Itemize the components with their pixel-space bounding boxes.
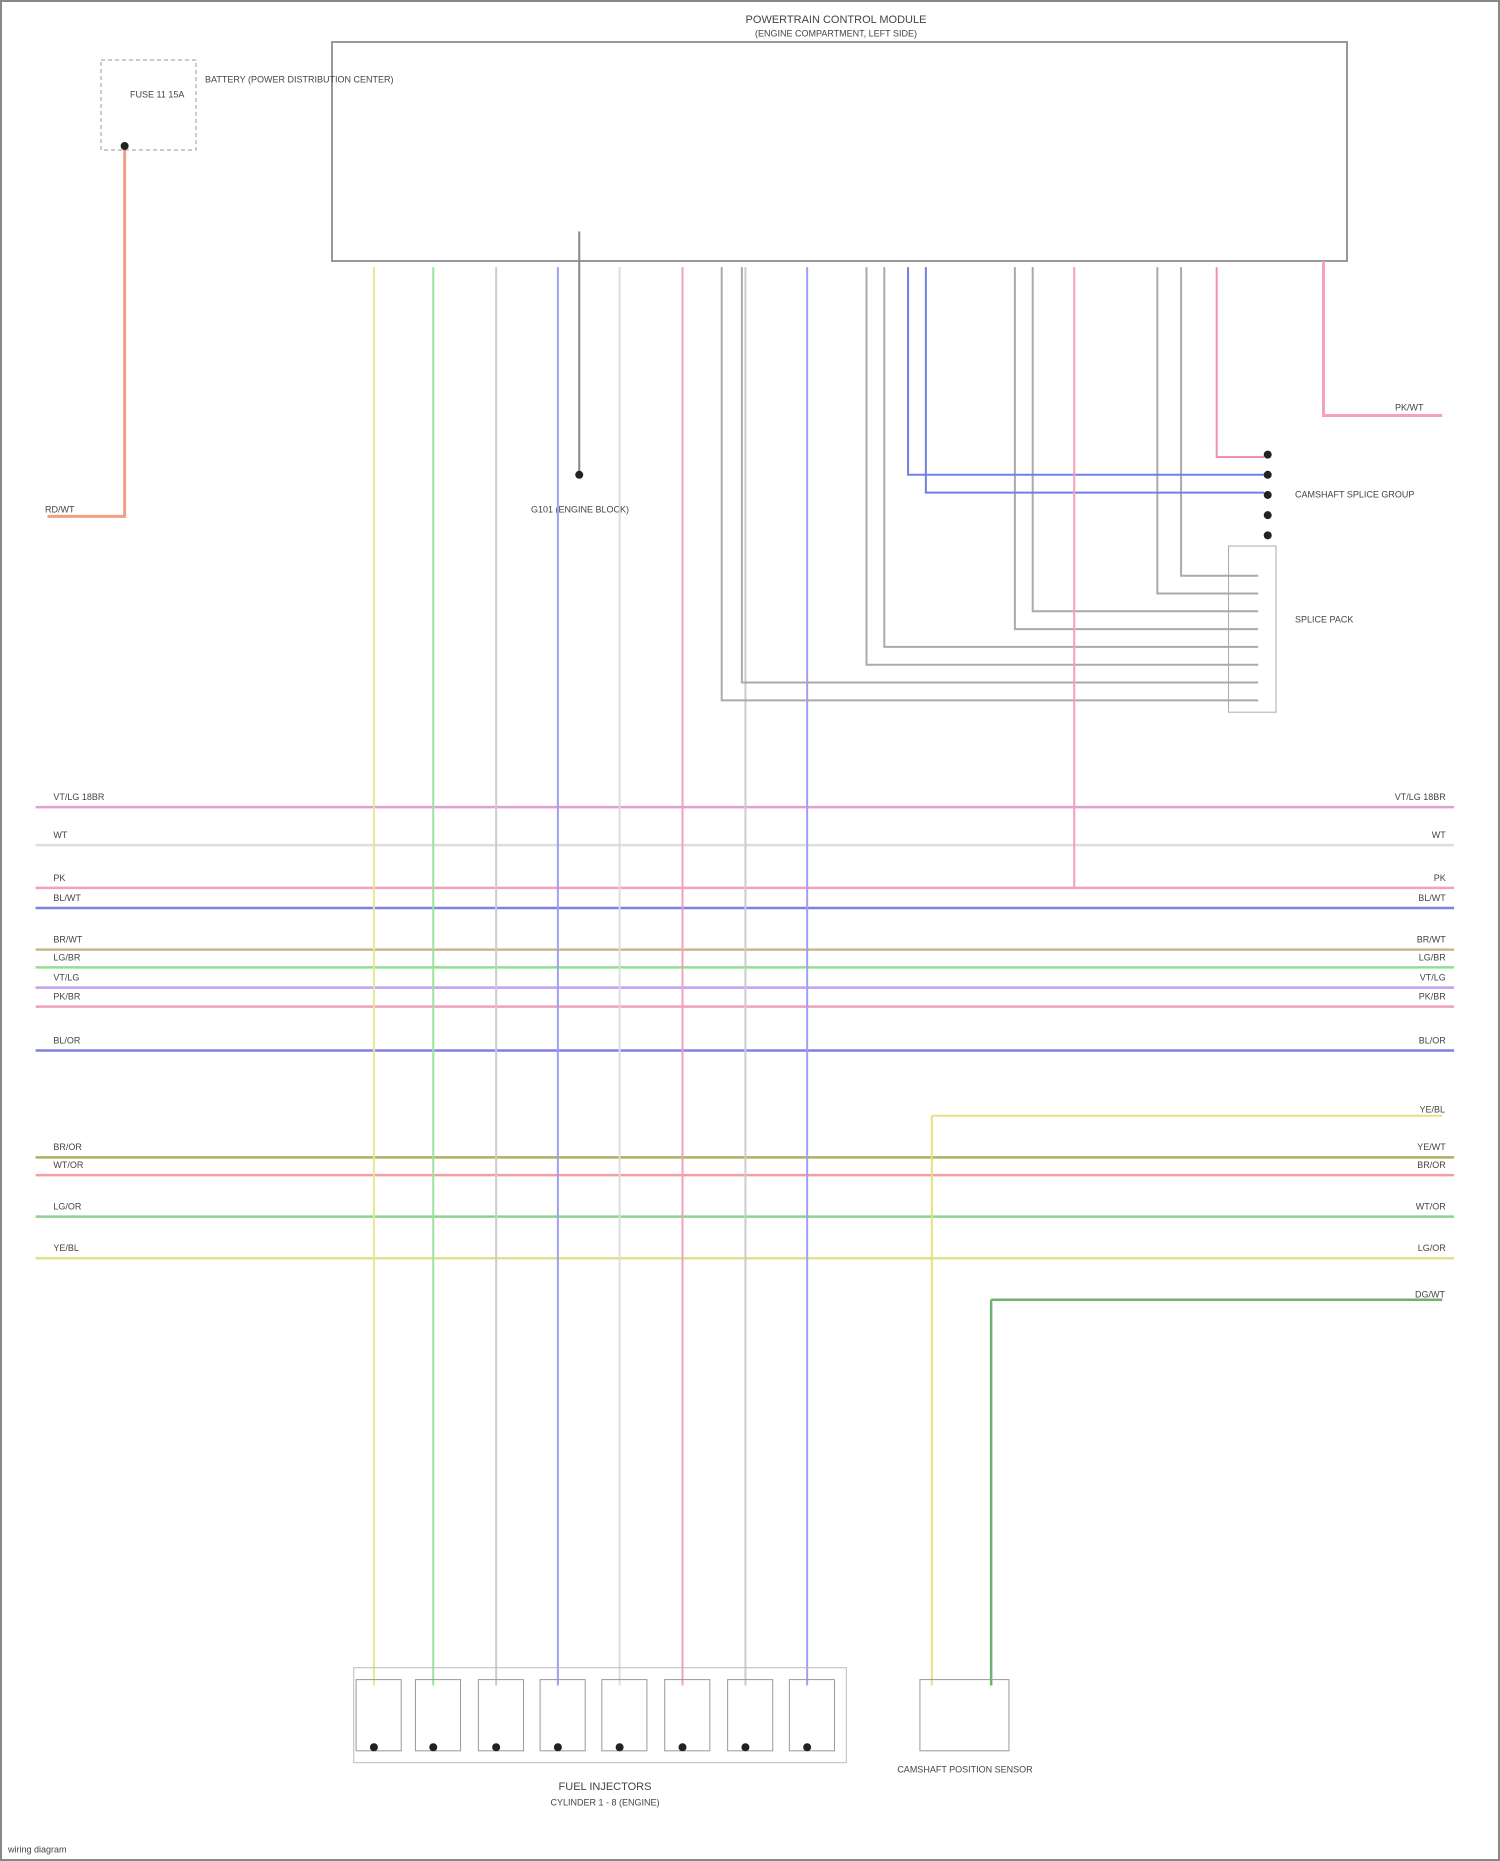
wire-label-left: BR/WT [53, 934, 82, 944]
wire-label-right: WT [1432, 830, 1446, 840]
wire-label-right: YE/WT [1417, 1142, 1446, 1152]
node [492, 1743, 501, 1752]
node [575, 470, 584, 479]
node [803, 1743, 812, 1752]
wire-label-left: WT/OR [53, 1160, 83, 1170]
wire-label-right: BL/WT [1418, 893, 1446, 903]
wire [47, 148, 127, 518]
fuse-label: FUSE 11 15A [130, 89, 184, 99]
wire [740, 267, 1259, 684]
node [678, 1743, 687, 1752]
injector [477, 1679, 524, 1752]
wire-label-left: VT/LG 18BR [53, 792, 105, 802]
splice-pack [1228, 545, 1277, 713]
injector [664, 1679, 711, 1752]
wire-label-left: VT/LG [53, 972, 79, 982]
wire-label-right: PK/BR [1419, 991, 1447, 1001]
wire [1013, 267, 1259, 631]
wire-label-left: WT [53, 830, 67, 840]
wire-label-right: WT/OR [1416, 1202, 1446, 1212]
footer: wiring diagram [7, 1844, 67, 1854]
sensor-box [919, 1679, 1010, 1752]
node [369, 1743, 378, 1752]
wire [1156, 267, 1259, 595]
wire-label-left: BL/WT [53, 893, 81, 903]
fuse-source: BATTERY (POWER DISTRIBUTION CENTER) [205, 74, 394, 84]
injectors-detail: CYLINDER 1 - 8 (ENGINE) [550, 1797, 659, 1807]
battery-wire-left: RD/WT [45, 504, 75, 514]
wire-label-right: VT/LG 18BR [1395, 792, 1447, 802]
injector [414, 1679, 462, 1752]
wire-label-right: LG/OR [1418, 1243, 1447, 1253]
wire-label-right: BR/WT [1417, 934, 1446, 944]
battery-wire-right: PK/WT [1395, 402, 1424, 412]
ground-label: G101 (ENGINE BLOCK) [531, 504, 629, 514]
node [429, 1743, 438, 1752]
injector [539, 1679, 586, 1752]
wire-label-right: PK [1434, 873, 1446, 883]
module-subtitle: (ENGINE COMPARTMENT, LEFT SIDE) [755, 28, 917, 38]
wire [1322, 261, 1443, 417]
injector [788, 1679, 835, 1752]
wire [1031, 267, 1259, 613]
wire-label-left: PK/BR [53, 991, 81, 1001]
wire [865, 267, 1259, 666]
wire-label-left: YE/BL [53, 1243, 79, 1253]
wire [924, 267, 1265, 494]
wire-label-right: BR/OR [1417, 1160, 1446, 1170]
node [553, 1743, 562, 1752]
wire-label-left: BR/OR [53, 1142, 82, 1152]
wire [720, 267, 1259, 702]
injector [355, 1679, 402, 1752]
wire [907, 267, 1265, 476]
fuse-box [100, 59, 197, 151]
wire-label-left: PK [53, 873, 65, 883]
connector-group-label: CAMSHAFT SPLICE GROUP [1295, 489, 1414, 499]
injector [727, 1679, 774, 1752]
wire [1215, 267, 1265, 458]
wire-label-right: BL/OR [1419, 1035, 1447, 1045]
sensor-label: CAMSHAFT POSITION SENSOR [897, 1764, 1033, 1774]
wire-label-right: VT/LG [1420, 972, 1446, 982]
node [615, 1743, 624, 1752]
injectors-label: FUEL INJECTORS [559, 1781, 652, 1793]
wire-label-left: LG/BR [53, 952, 81, 962]
connector-pin [1263, 470, 1272, 479]
wire-label-left: LG/OR [53, 1202, 82, 1212]
connector-pin [1263, 511, 1272, 520]
wire-label-left: BL/OR [53, 1035, 81, 1045]
connector-pin [1263, 490, 1272, 499]
injector [601, 1679, 648, 1752]
wire [883, 267, 1259, 648]
extra-wire-upper: YE/BL [1419, 1104, 1445, 1114]
module-title: POWERTRAIN CONTROL MODULE [746, 14, 927, 26]
wire-label-right: LG/BR [1419, 952, 1447, 962]
injector-group [353, 1667, 847, 1764]
connector-pin [1263, 450, 1272, 459]
node [120, 142, 129, 151]
wire [1180, 267, 1259, 577]
splice-label: SPLICE PACK [1295, 614, 1353, 624]
module-box [331, 41, 1348, 262]
connector-pin [1263, 531, 1272, 540]
node [741, 1743, 750, 1752]
extra-wire-lower: DG/WT [1415, 1289, 1445, 1299]
